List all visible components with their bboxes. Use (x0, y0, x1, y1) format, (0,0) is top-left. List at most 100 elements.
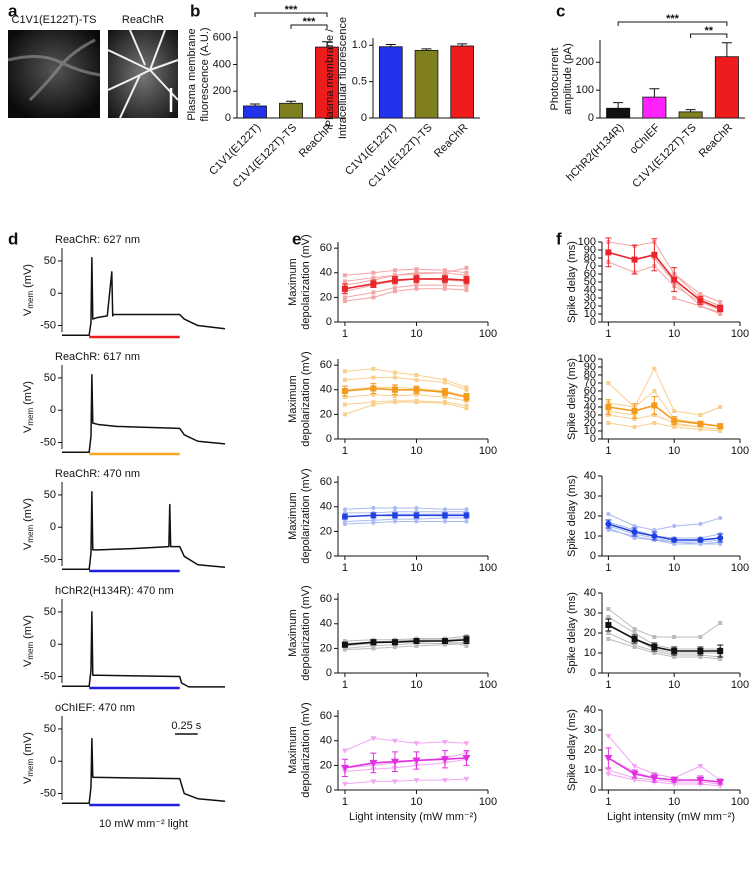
trace (62, 256, 226, 336)
marker (463, 741, 470, 747)
cell-line (653, 257, 721, 313)
marker (414, 267, 419, 272)
error-bar (613, 102, 624, 109)
trace (62, 611, 225, 688)
cell-line (608, 632, 721, 658)
y-axis-label-sub: mem (26, 525, 35, 543)
y-axis-label: Maximum (287, 726, 299, 774)
x-tick-label: C1V1(E122T)-TS (366, 122, 435, 191)
marker (371, 520, 376, 525)
y-tick-label: 0 (326, 433, 332, 445)
marker (391, 277, 398, 284)
y-tick-label: 20 (584, 417, 596, 429)
marker (341, 285, 348, 292)
marker (463, 636, 470, 643)
cell-line (608, 368, 721, 416)
x-tick-label: oChIEF (628, 121, 663, 156)
marker (698, 542, 703, 546)
marker (632, 631, 637, 635)
y-axis-label: depolarization (mV) (300, 585, 312, 680)
marker (371, 402, 376, 407)
chart-title: hChR2(H134R): 470 nm (55, 585, 174, 597)
marker (652, 366, 657, 371)
cell-line (608, 527, 721, 545)
cell-line (344, 272, 467, 282)
y-axis-label-unit: (mV) (22, 732, 34, 756)
x-tick-label: 1 (342, 445, 348, 457)
significance-bracket (290, 24, 328, 29)
marker (631, 256, 638, 263)
cell-line (608, 735, 721, 781)
cell-line (608, 422, 721, 432)
marker (340, 764, 349, 772)
marker (605, 734, 612, 739)
marker (696, 777, 705, 784)
y-tick-label: -50 (40, 436, 56, 448)
marker (671, 782, 678, 787)
significance-label: *** (303, 16, 317, 28)
marker (605, 768, 612, 773)
cell-line (608, 769, 721, 785)
y-tick-label: 20 (584, 744, 596, 756)
significance-bracket (617, 21, 728, 26)
marker (606, 631, 611, 635)
y-tick-label: 20 (320, 642, 332, 654)
y-axis-label-main: V (22, 308, 34, 316)
marker (464, 284, 469, 289)
marker (671, 537, 678, 543)
mean-line (607, 757, 721, 783)
marker (390, 758, 399, 766)
y-tick-label: 0 (361, 112, 367, 124)
y-tick-label: 0 (590, 667, 596, 679)
y-axis-label: depolarization (mV) (300, 468, 312, 563)
marker (341, 641, 348, 648)
y-tick-label: 0 (590, 433, 596, 445)
marker (414, 373, 419, 377)
marker (342, 369, 347, 374)
marker (672, 296, 677, 300)
marker (698, 635, 703, 639)
y-axis-label: Plasma membrane / (324, 28, 336, 127)
marker (441, 740, 448, 745)
marker (672, 524, 677, 528)
marker (463, 277, 470, 284)
chart-title: ReaChR: 470 nm (55, 468, 140, 480)
marker (651, 251, 658, 258)
marker (651, 402, 658, 409)
cell-line (344, 737, 467, 752)
marker (392, 400, 397, 405)
y-tick-label: 400 (213, 58, 231, 70)
marker (370, 639, 377, 646)
y-tick-label: 30 (584, 724, 596, 736)
marker (605, 521, 612, 527)
micrograph-left (7, 30, 101, 118)
cell-line (344, 778, 467, 785)
marker (631, 778, 638, 783)
y-tick-label: 60 (320, 593, 332, 605)
cell-line (344, 288, 467, 302)
marker (464, 288, 469, 292)
significance-label: *** (285, 4, 299, 16)
y-axis-label: Vmem (mV) (22, 381, 35, 433)
y-axis-label-sub: mem (26, 408, 35, 426)
y-tick-label: 0 (588, 112, 594, 124)
marker (672, 655, 677, 659)
y-tick-label: 40 (320, 384, 332, 396)
marker (606, 607, 611, 611)
y-axis-label-main: V (22, 776, 34, 784)
y-tick-label: 200 (576, 56, 594, 68)
y-axis-label-unit: (mV) (22, 381, 34, 405)
x-tick-label: 10 (410, 445, 422, 457)
y-axis-label: depolarization (mV) (300, 351, 312, 446)
y-tick-label: 50 (44, 723, 56, 735)
y-axis-label: Photocurrent (549, 48, 561, 111)
y-tick-label: 60 (320, 710, 332, 722)
marker (671, 276, 678, 283)
marker (697, 764, 704, 769)
y-tick-label: -50 (40, 787, 56, 799)
panel-letter: d (8, 229, 18, 248)
marker (341, 388, 348, 394)
y-axis-label: Vmem (mV) (22, 732, 35, 784)
x-tick-label: 10 (668, 679, 680, 691)
marker (604, 755, 613, 762)
